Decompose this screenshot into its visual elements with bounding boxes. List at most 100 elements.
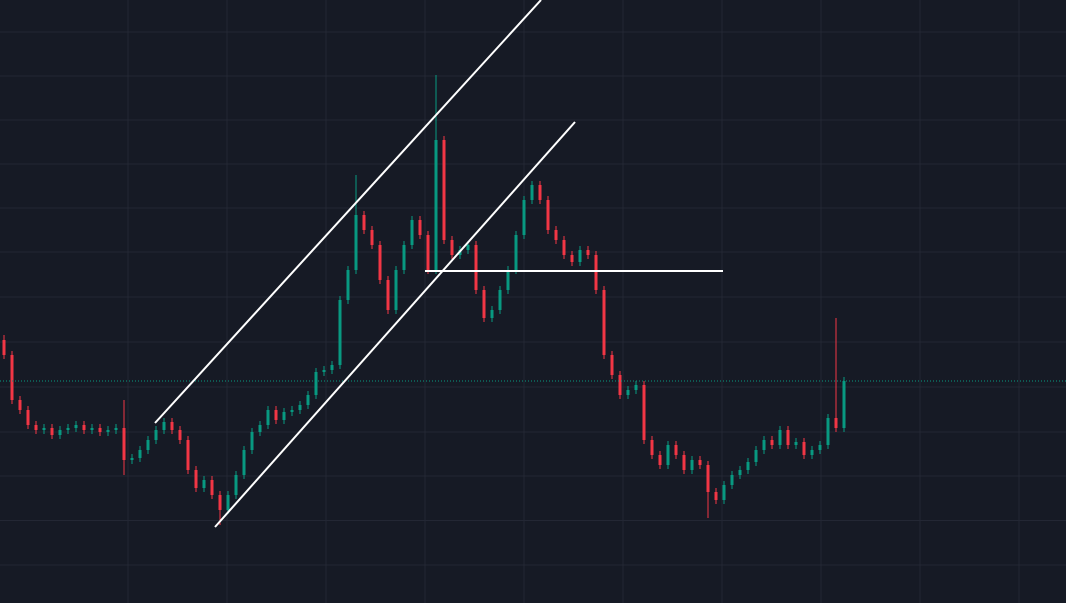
candle-body [786, 430, 790, 445]
candle-body [242, 450, 246, 475]
candle-body [42, 428, 46, 430]
candle-body [346, 270, 350, 300]
candle-body [210, 480, 214, 495]
candle-body [490, 310, 494, 318]
candle-body [314, 372, 318, 395]
trend-line [214, 121, 576, 528]
candle-body [610, 355, 614, 375]
candle-body [818, 445, 822, 450]
candle-body [538, 185, 542, 200]
candle-body [506, 270, 510, 290]
candle-body [658, 455, 662, 465]
candle-body [482, 290, 486, 318]
candle-body [442, 140, 446, 240]
candle-body [834, 418, 838, 428]
candle-body [570, 255, 574, 262]
candle-body [466, 245, 470, 250]
candle-body [194, 470, 198, 488]
candle-body [842, 381, 846, 428]
candle-body [50, 428, 54, 435]
candle-body [186, 440, 190, 470]
candle-body [106, 430, 110, 432]
candle-body [754, 450, 758, 462]
candle-body [58, 430, 62, 435]
candle-body [90, 428, 94, 430]
candle-body [282, 412, 286, 420]
candle-body [266, 410, 270, 425]
candle-body [298, 405, 302, 410]
candle-body [794, 442, 798, 445]
candle-body [618, 375, 622, 395]
candle-body [74, 425, 78, 428]
candle-body [98, 428, 102, 432]
candle-body [434, 140, 438, 270]
candle-body [2, 340, 6, 355]
candle-body [666, 445, 670, 465]
candle-body [810, 450, 814, 455]
candle-body [730, 475, 734, 485]
candle-body [522, 200, 526, 235]
candle-body [586, 250, 590, 255]
candle-body [250, 432, 254, 450]
candle-body [146, 440, 150, 450]
candle-body [26, 410, 30, 425]
candle-body [338, 300, 342, 365]
candle-body [578, 250, 582, 262]
candle-body [322, 370, 326, 372]
candle-body [554, 230, 558, 240]
candle-body [802, 442, 806, 455]
candle-body [410, 220, 414, 245]
candle-body [714, 492, 718, 500]
candle-body [474, 245, 478, 290]
candle-body [34, 425, 38, 430]
candle-body [722, 485, 726, 500]
candle-body [698, 460, 702, 465]
candle-body [10, 355, 14, 400]
candle-body [402, 245, 406, 270]
candle-body [394, 270, 398, 310]
candle-body [354, 215, 358, 270]
candle-body [634, 385, 638, 390]
candle-body [82, 425, 86, 430]
candle-body [162, 422, 166, 430]
candle-body [306, 395, 310, 405]
candle-body [258, 425, 262, 432]
candle-body [154, 430, 158, 440]
candle-body [690, 460, 694, 470]
candle-body [290, 410, 294, 412]
candle-body [202, 480, 206, 488]
candle-body [426, 235, 430, 270]
candle-body [274, 410, 278, 420]
candle-body [450, 240, 454, 255]
candle-body [178, 430, 182, 440]
candle-body [138, 450, 142, 458]
candle-body [674, 445, 678, 455]
candle-body [362, 215, 366, 230]
candle-body [234, 475, 238, 495]
candle-body [498, 290, 502, 310]
candle-body [170, 422, 174, 430]
candle-body [682, 455, 686, 470]
candle-body [114, 428, 118, 430]
candle-body [66, 428, 70, 430]
candle-body [602, 290, 606, 355]
candle-body [562, 240, 566, 255]
candle-body [378, 245, 382, 280]
candle-body [514, 235, 518, 270]
candle-body [738, 470, 742, 475]
candle-body [626, 390, 630, 395]
candle-body [642, 385, 646, 440]
candle-body [386, 280, 390, 310]
candle-body [18, 400, 22, 410]
candle-body [706, 465, 710, 492]
candle-body [218, 495, 222, 510]
candle-body [546, 200, 550, 230]
candle-body [650, 440, 654, 455]
candle-body [130, 458, 134, 460]
candle-body [122, 428, 126, 460]
candle-body [594, 255, 598, 290]
candle-body [826, 418, 830, 445]
candle-body [746, 462, 750, 470]
